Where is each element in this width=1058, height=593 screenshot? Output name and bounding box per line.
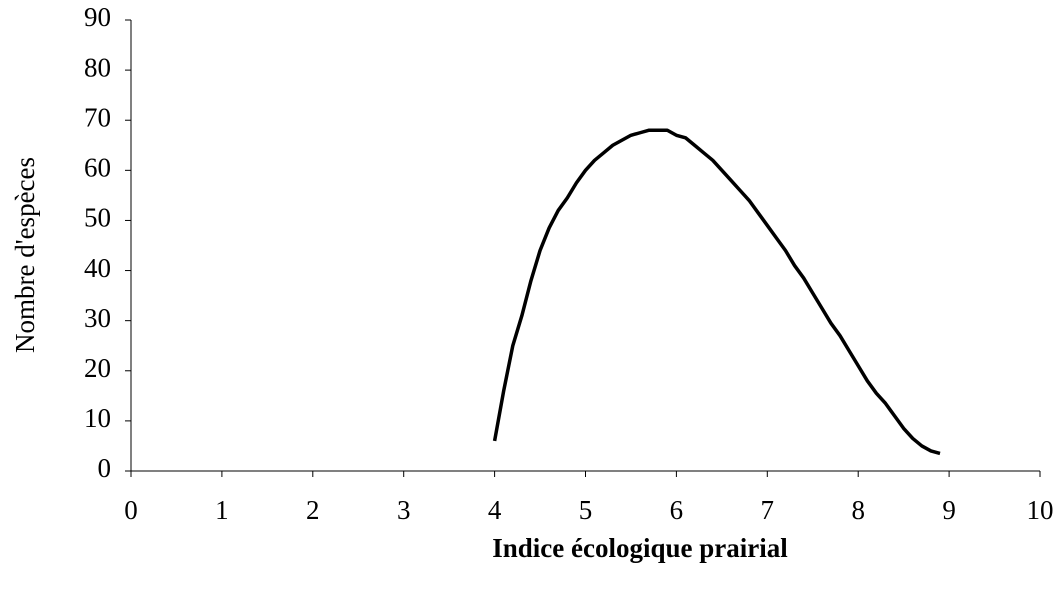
y-tick-label: 80 (84, 52, 111, 82)
y-tick-label: 60 (84, 153, 111, 183)
x-tick-label: 0 (124, 495, 138, 525)
x-tick-label: 8 (851, 495, 865, 525)
x-axis-label: Indice écologique prairial (492, 533, 788, 563)
y-tick-label: 30 (84, 303, 111, 333)
x-tick-label: 3 (397, 495, 411, 525)
y-tick-label: 90 (84, 2, 111, 32)
x-tick-label: 2 (306, 495, 320, 525)
y-axis-label: Nombre d'espèces (10, 157, 40, 353)
y-tick-label: 20 (84, 353, 111, 383)
x-tick-label: 1 (215, 495, 229, 525)
y-tick-label: 50 (84, 203, 111, 233)
y-tick-label: 40 (84, 253, 111, 283)
x-tick-label: 10 (1027, 495, 1054, 525)
y-tick-label: 10 (84, 403, 111, 433)
y-tick-label: 70 (84, 102, 111, 132)
x-tick-label: 4 (488, 495, 502, 525)
x-tick-label: 9 (942, 495, 956, 525)
x-tick-label: 7 (761, 495, 775, 525)
x-tick-label: 5 (579, 495, 593, 525)
y-tick-label: 0 (98, 453, 112, 483)
line (492, 128, 941, 456)
x-tick-label: 6 (670, 495, 684, 525)
